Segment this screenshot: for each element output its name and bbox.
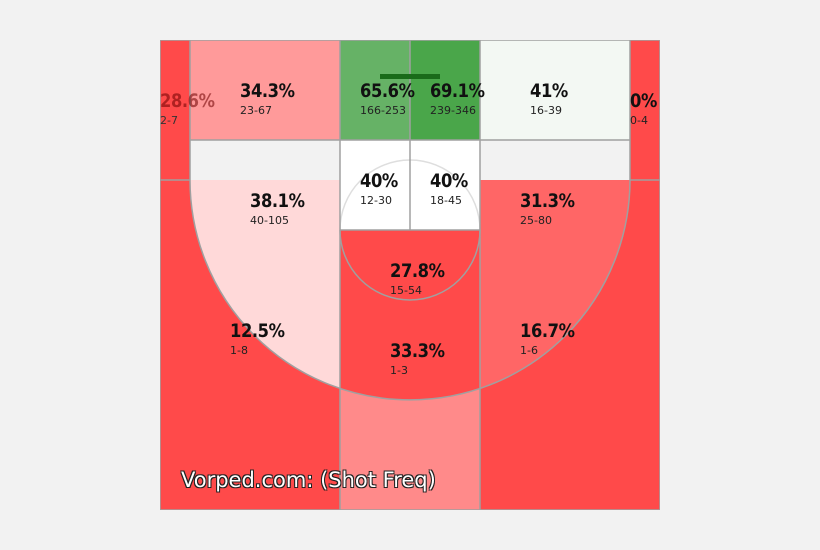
zone-left-corner xyxy=(160,40,190,180)
free-throw-arc-top xyxy=(339,159,481,231)
zone-right-corner xyxy=(630,40,660,180)
zone-restricted-right xyxy=(410,40,480,140)
zone-top-key-mid xyxy=(340,230,480,400)
zone-left-baseline-mid xyxy=(190,40,340,140)
court-svg xyxy=(160,40,660,510)
zone-right-baseline-mid xyxy=(480,40,630,140)
shot-chart: 28.6% 2-7 34.3% 23-67 65.6% 166-253 69.1… xyxy=(160,40,660,510)
backboard-bar xyxy=(380,74,440,79)
watermark: Vorped.com: (Shot Freq) xyxy=(181,468,436,492)
free-throw-arc xyxy=(339,229,481,301)
court-lines xyxy=(160,40,660,510)
three-point-arc xyxy=(189,179,631,401)
zone-restricted-left xyxy=(340,40,410,140)
zone-paint-left xyxy=(340,140,410,230)
zone-paint-right xyxy=(410,140,480,230)
